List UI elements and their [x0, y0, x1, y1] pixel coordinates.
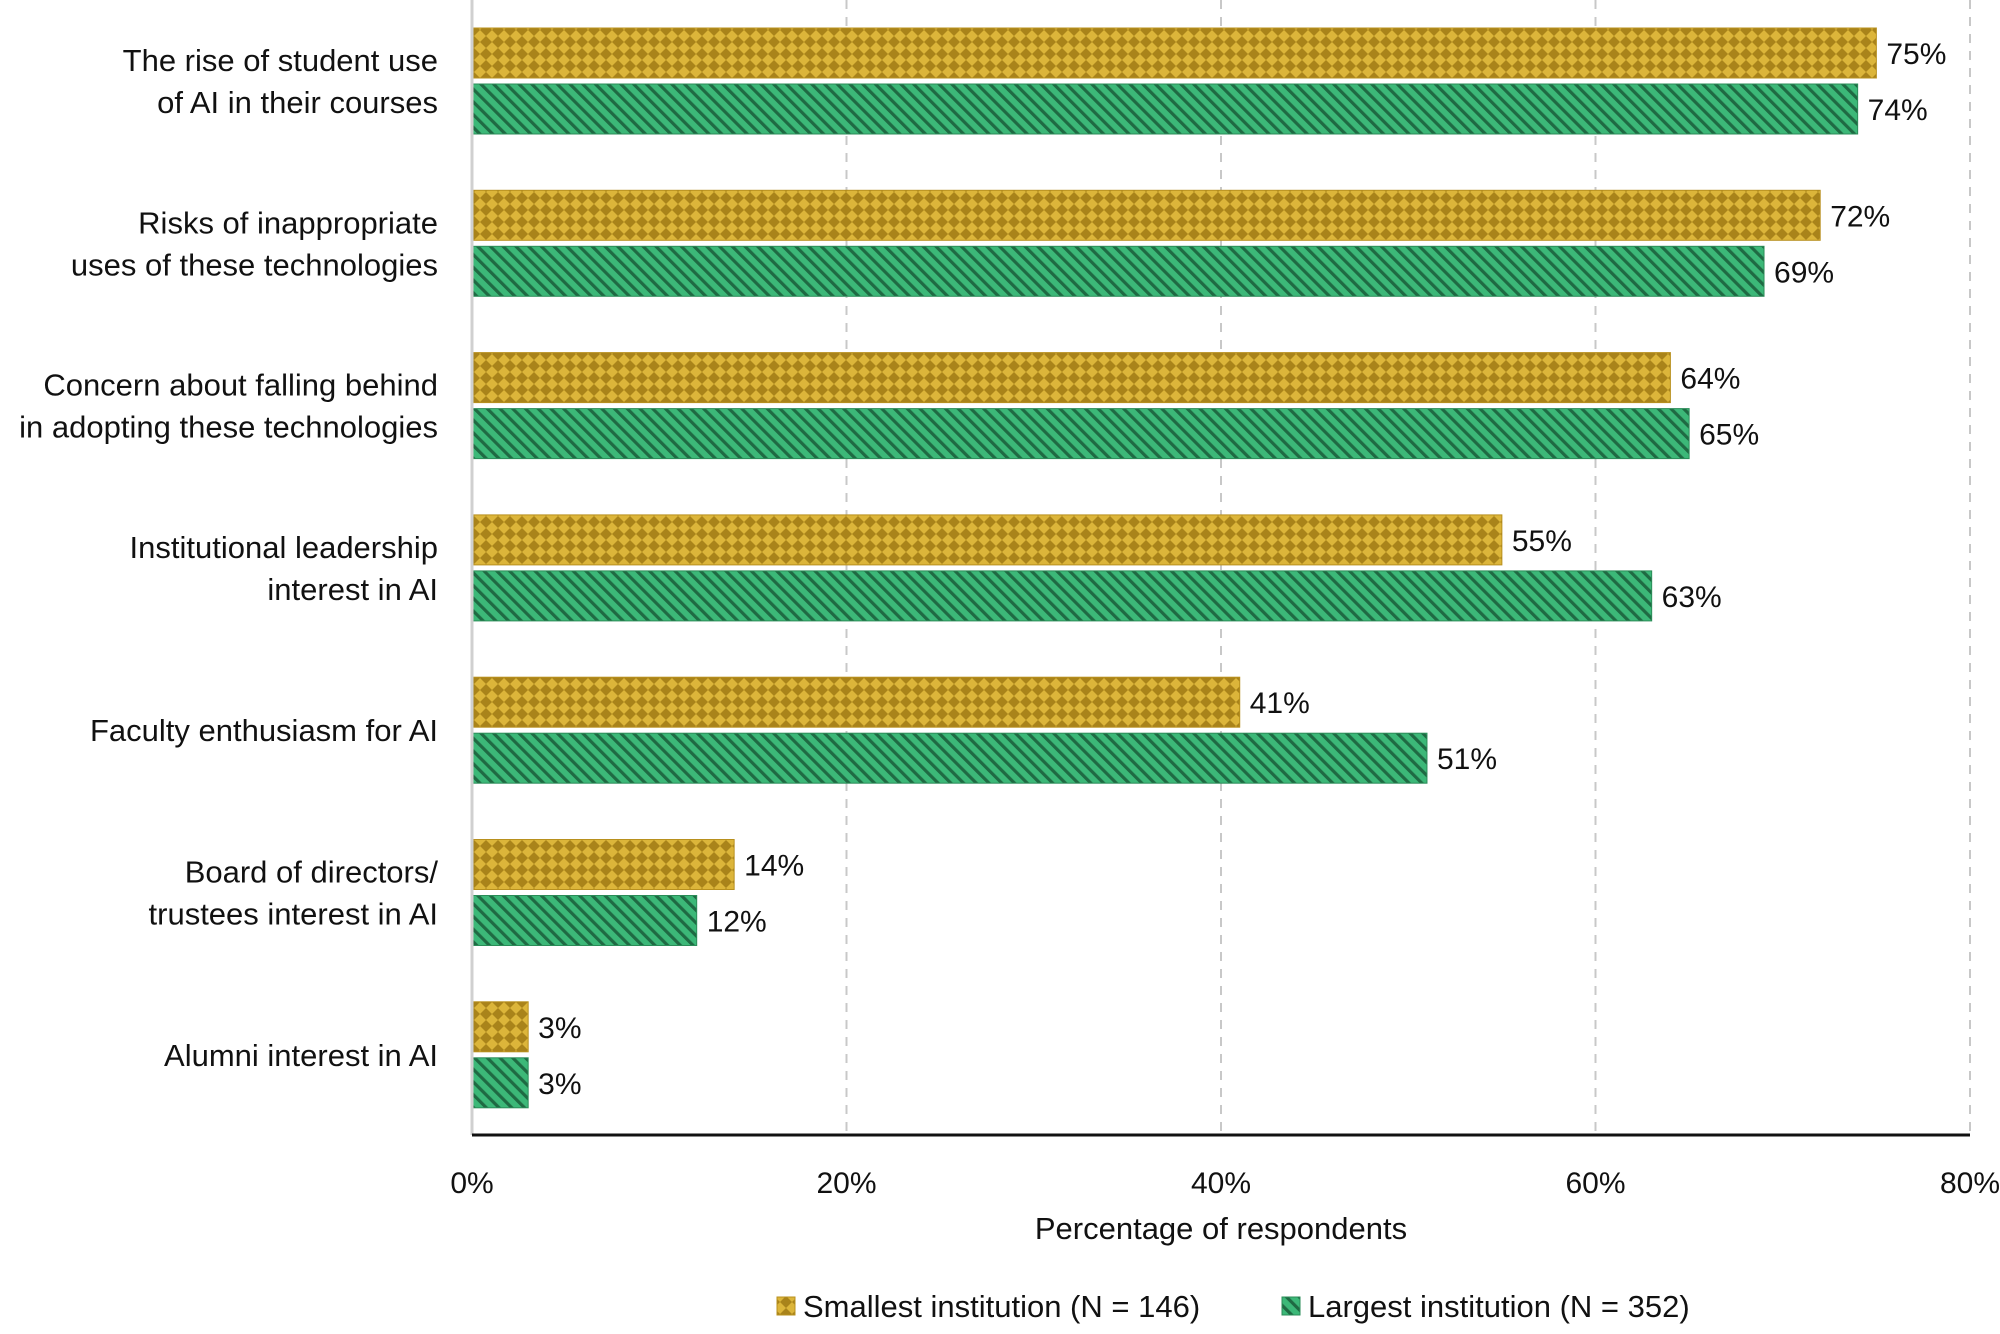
data-label: 64% — [1680, 363, 1740, 396]
bar-largest-3 — [471, 570, 1653, 622]
data-label: 55% — [1512, 525, 1572, 558]
data-label: 75% — [1886, 38, 1946, 71]
bar-largest-6 — [471, 1057, 529, 1109]
category-label: of AI in their courses — [157, 85, 438, 120]
category-label: Concern about falling behind — [43, 368, 438, 403]
bar-largest-4 — [471, 732, 1428, 784]
axes: 0% 20% 40% 60% 80% Percentage of respondents — [450, 0, 2000, 1246]
bar-smallest-0 — [471, 27, 1877, 79]
bar-smallest-6 — [471, 1001, 529, 1053]
bar-smallest-5 — [471, 839, 735, 890]
legend-label: Smallest institution (N = 146) — [803, 1289, 1200, 1324]
data-label: 72% — [1830, 200, 1890, 233]
legend-label: Largest institution (N = 352) — [1308, 1289, 1690, 1324]
x-tick-label: 0% — [450, 1167, 493, 1200]
category-label: Institutional leadership — [130, 530, 438, 565]
category-label: Faculty enthusiasm for AI — [90, 713, 438, 748]
bars — [471, 27, 1877, 1109]
legend: Smallest institution (N = 146) Largest in… — [776, 1289, 1690, 1324]
x-axis-title: Percentage of respondents — [1035, 1211, 1407, 1246]
category-label: Board of directors/ — [185, 855, 439, 890]
gridlines — [845, 0, 1971, 1135]
data-label: 3% — [538, 1012, 581, 1045]
legend-swatch — [1281, 1296, 1301, 1316]
bar-largest-5 — [471, 895, 698, 946]
category-label: Risks of inappropriate — [138, 205, 438, 240]
category-label: trustees interest in AI — [149, 897, 438, 932]
x-tick-label: 60% — [1565, 1167, 1625, 1200]
bar-smallest-3 — [471, 514, 1503, 566]
bar-smallest-4 — [471, 676, 1241, 728]
bar-largest-2 — [471, 408, 1690, 460]
data-label: 63% — [1662, 581, 1722, 614]
category-label: in adopting these technologies — [19, 410, 438, 445]
data-label: 14% — [744, 850, 804, 883]
x-tick-label: 20% — [816, 1167, 876, 1200]
data-label: 3% — [538, 1068, 581, 1101]
bar-smallest-2 — [471, 352, 1671, 404]
bar-largest-1 — [471, 245, 1765, 297]
legend-swatch — [776, 1296, 796, 1316]
data-label: 12% — [707, 906, 767, 939]
bar-largest-0 — [471, 83, 1859, 135]
data-label: 51% — [1437, 743, 1497, 776]
category-label: Alumni interest in AI — [164, 1038, 438, 1073]
category-label: interest in AI — [267, 572, 438, 607]
x-tick-label: 40% — [1191, 1167, 1251, 1200]
data-label: 74% — [1868, 94, 1928, 127]
category-label: uses of these technologies — [71, 247, 438, 282]
category-label: The rise of student use — [123, 43, 438, 78]
data-label: 41% — [1250, 687, 1310, 720]
labels: 75% 74% The rise of student use of AI in th… — [19, 38, 1946, 1101]
bar-smallest-1 — [471, 189, 1821, 241]
data-label: 65% — [1699, 419, 1759, 452]
x-tick-label: 80% — [1940, 1167, 2000, 1200]
data-label: 69% — [1774, 256, 1834, 289]
